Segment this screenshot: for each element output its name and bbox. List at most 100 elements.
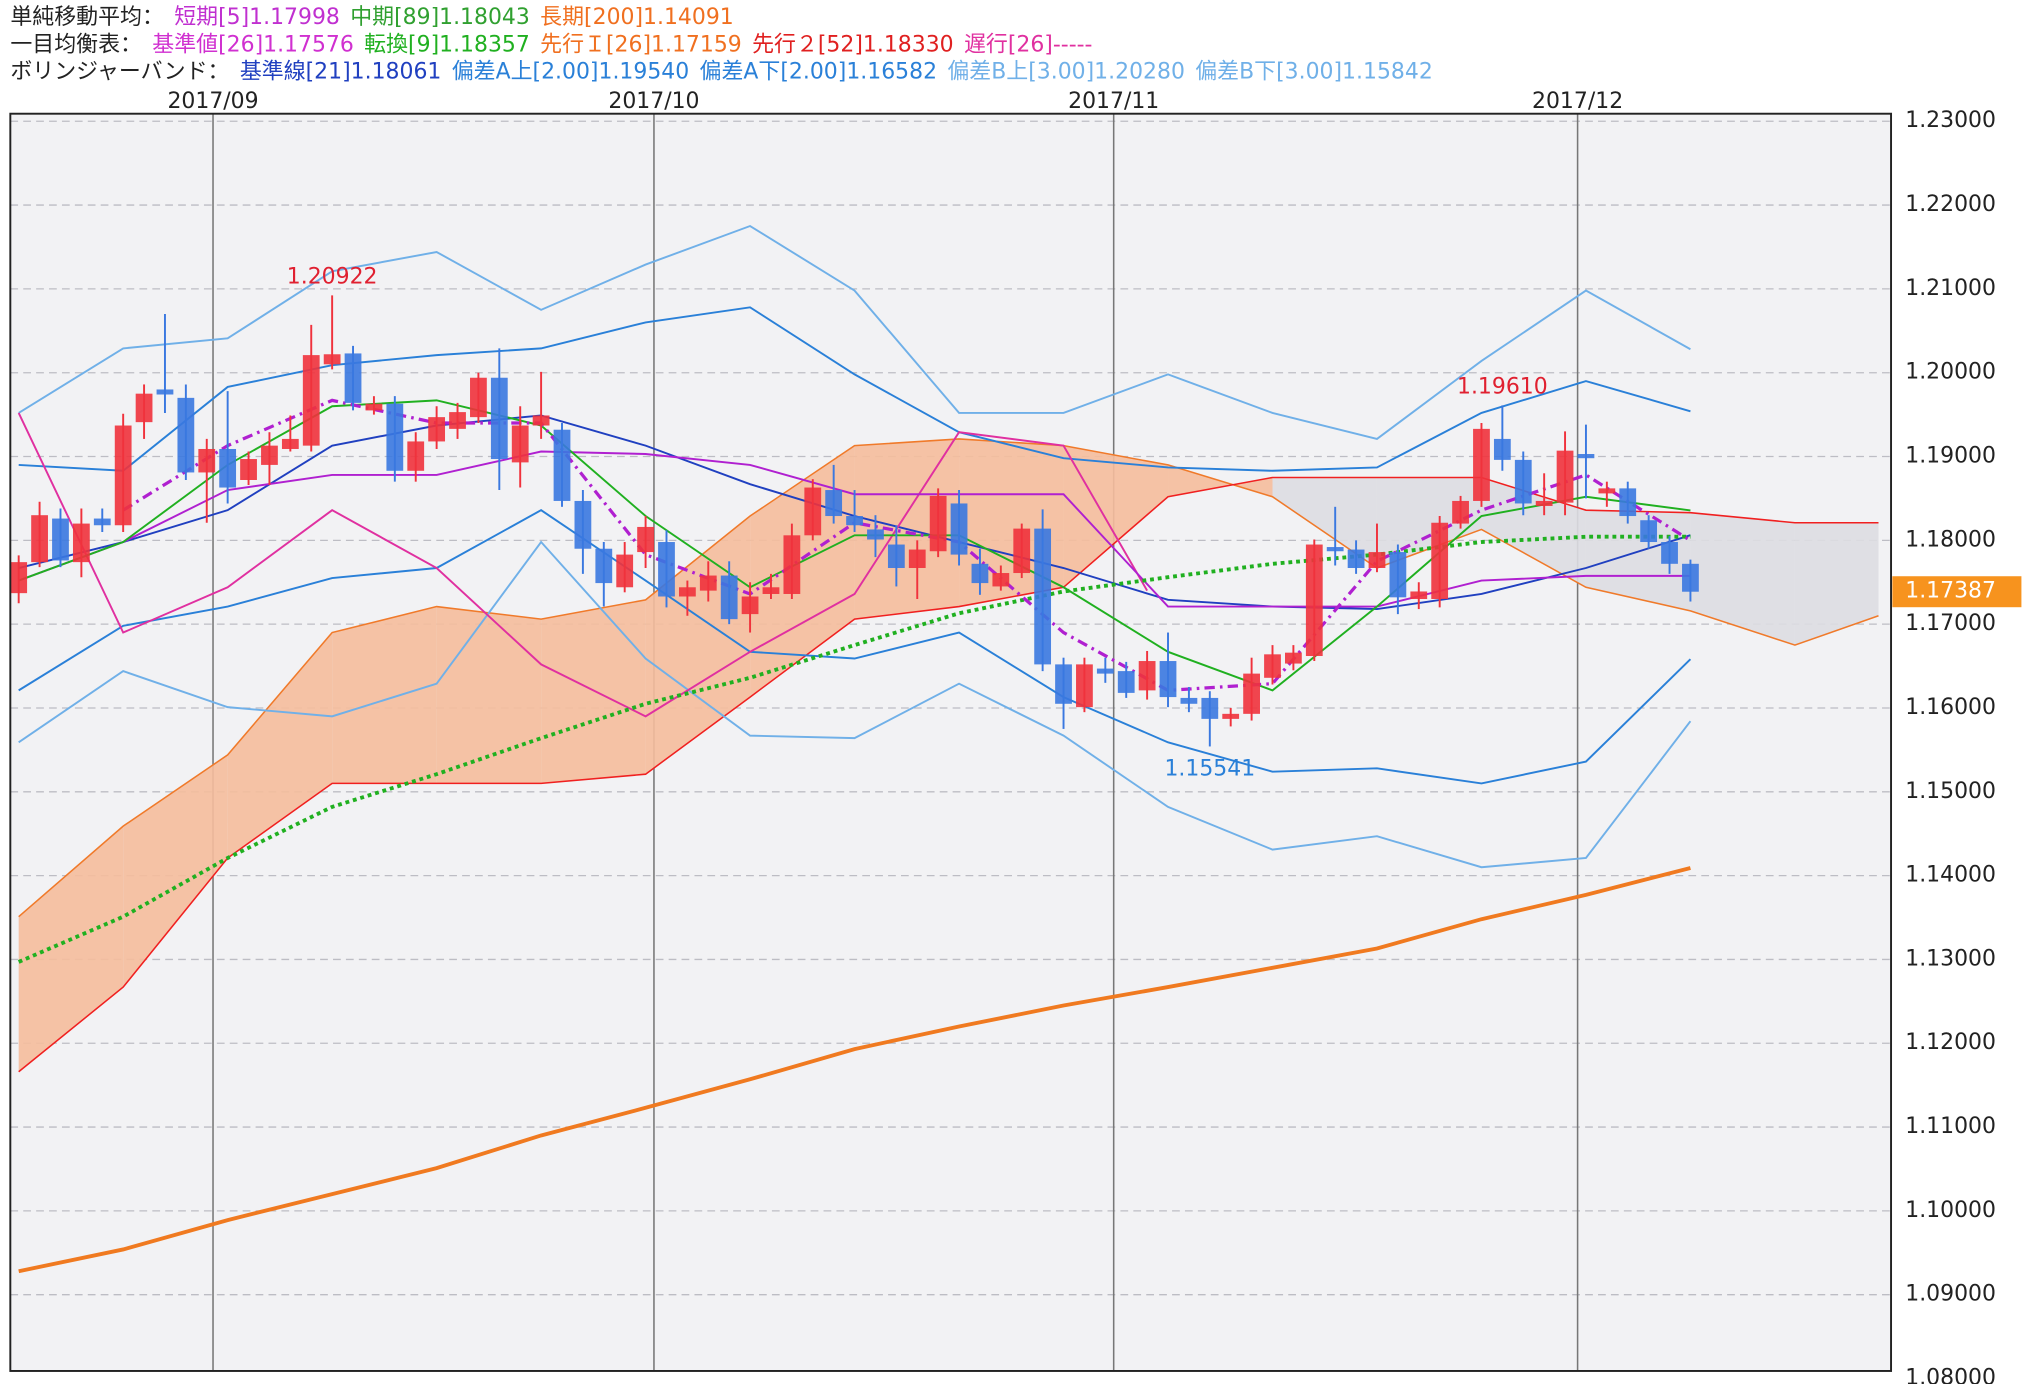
candle-body [553,429,571,501]
candle-body [135,393,153,423]
cloud-segment [436,606,542,784]
candle-body [574,500,592,549]
candle-body [511,425,529,463]
candle-body [699,575,717,591]
x-tick-label: 2017/11 [1068,89,1159,114]
y-tick-label: 1.22000 [1905,192,1996,217]
indicator-line [17,534,1691,964]
legend-item: 先行Ｉ[26]1.17159 [540,32,742,57]
legend-item: 先行２[52]1.18330 [752,32,954,57]
y-tick-label: 1.19000 [1905,444,1996,469]
candle-body [1493,438,1511,460]
x-tick-label: 2017/09 [167,89,258,114]
candle-body [219,448,237,488]
candle-body [428,417,446,442]
indicator-line [18,866,1691,1274]
candle-body [1431,522,1449,600]
cloud-segment [123,754,228,988]
extreme-label: 1.20922 [287,264,378,289]
candle-body [1034,528,1052,665]
candle-body [867,529,884,540]
x-tick-label: 2017/12 [1532,89,1623,114]
candle-body [114,425,132,526]
candle-body [156,389,174,395]
candle-body [52,518,69,561]
candle-body [1055,664,1072,704]
cloud-segment [541,599,646,784]
candle-body [1264,654,1281,678]
extreme-label: 1.19610 [1457,374,1548,399]
candle-body [31,515,48,563]
candle-body [595,548,613,584]
candle-body [1514,459,1532,504]
legend-item: 基準線[21]1.18061 [240,59,442,84]
candle-body [1076,664,1093,708]
candle-body [616,554,634,588]
indicator-line [18,399,1691,692]
indicator-line [18,224,1691,440]
candle-body [198,448,216,473]
candle-body [658,542,675,597]
candle-body [302,355,320,446]
cloud-segment [332,606,437,784]
x-tick-label: 2017/10 [608,89,699,114]
indicator-line [18,306,1691,472]
y-tick-label: 1.16000 [1905,695,1996,720]
candle-body [1013,528,1031,574]
legend-item: 中期[89]1.18043 [350,5,530,30]
legend-item: 偏差A下[2.00]1.16582 [700,59,937,84]
cloud-segment [1585,510,1691,611]
candle-body [1347,549,1365,569]
y-tick-label: 1.18000 [1905,527,1996,552]
y-tick-label: 1.15000 [1905,779,1996,804]
candle-body [992,573,1010,587]
candle-body [470,377,487,418]
legend-item: 遅行[26]----- [964,32,1093,57]
y-tick-label: 1.20000 [1905,360,1996,385]
candle-body [281,438,299,449]
y-tick-label: 1.17000 [1905,611,1996,636]
candle-body [804,487,822,536]
candle-body [1661,542,1678,564]
candle-body [490,377,508,460]
cloud-segment [1794,522,1879,646]
candle-body [365,403,383,411]
candle-body [1117,671,1135,693]
candle-body [10,562,28,594]
candle-body [1619,488,1637,517]
y-tick-label: 1.23000 [1905,108,1996,133]
cloud-segment [1481,477,1586,588]
candle-body [720,575,738,620]
candle-body [1473,428,1490,501]
candle-body [1243,673,1260,714]
legend-row: 単純移動平均： 短期[5]1.17998 中期[89]1.18043 長期[200]1… [10,5,733,30]
candle-body [971,563,989,584]
candle-body [1326,547,1344,552]
cloud-segment [18,826,124,1072]
candle-body [1096,668,1114,674]
candle-body [1598,488,1616,494]
indicator-line [17,412,1148,718]
cloud-segment [1690,512,1795,646]
last-price-label: 1.17387 [1905,579,1996,604]
candle-body [1368,552,1386,569]
candle-body [908,549,926,569]
candle-body [1159,661,1177,698]
candle-body [1640,520,1658,543]
legend-item: 長期[200]1.14091 [540,5,734,30]
candle-body [762,587,780,594]
legend-item: 基準値[26]1.17576 [152,32,354,57]
candle-body [1222,713,1240,719]
candle-body [1305,544,1323,657]
legend-item: 転換[9]1.18357 [364,32,530,57]
candle-body [93,518,111,526]
candle-body [1201,697,1219,719]
candle-body [637,526,654,553]
legend-item: 偏差B上[3.00]1.20280 [947,59,1185,84]
candle-body [261,445,278,465]
candle-body [323,354,341,365]
legend-item: 短期[5]1.17998 [174,5,340,30]
candle-body [825,490,843,517]
